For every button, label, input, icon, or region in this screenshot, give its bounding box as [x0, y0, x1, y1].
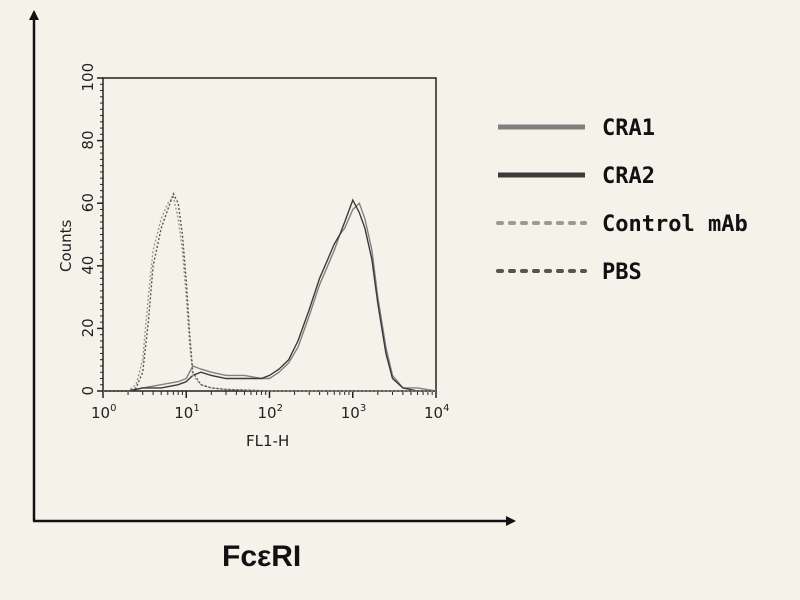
y-tick-label: 0 [79, 386, 97, 396]
figure-x-label: FcεRI [222, 540, 301, 573]
y-axis-label: Counts [57, 219, 75, 272]
x-tick-label: 104 [424, 403, 449, 422]
series-pbs [103, 192, 436, 392]
y-tick-label: 60 [79, 193, 97, 212]
x-tick-label: 100 [91, 403, 116, 422]
series-cra1 [103, 201, 437, 392]
x-axis-label: FL1-H [246, 432, 289, 450]
x-tick-label: 101 [174, 403, 199, 422]
x-tick-label: 103 [341, 403, 366, 422]
y-tick-label: 80 [79, 131, 97, 150]
y-tick-label: 20 [79, 318, 97, 337]
series-cra2 [103, 198, 436, 392]
x-tick-label: 102 [258, 403, 283, 422]
y-tick-label: 40 [79, 256, 97, 275]
legend-label: CRA2 [602, 164, 655, 189]
y-tick-label: 100 [79, 63, 97, 92]
legend-label: PBS [602, 260, 642, 285]
legend-label: Control mAb [602, 212, 748, 237]
series-control-mab [103, 195, 436, 392]
legend-label: CRA1 [602, 116, 655, 141]
